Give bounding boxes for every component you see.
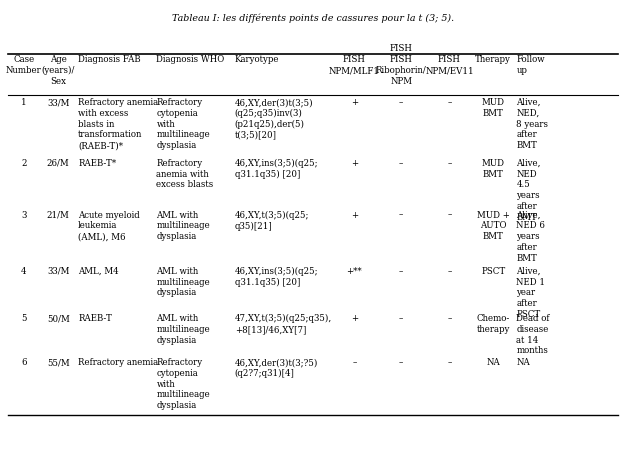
Text: PSCT: PSCT	[481, 267, 505, 276]
Text: –: –	[399, 159, 403, 168]
Text: 46,XY,der(3)t(3;?5)
(q2?7;q31)[4]: 46,XY,der(3)t(3;?5) (q2?7;q31)[4]	[235, 358, 318, 378]
Text: RAEB-T*: RAEB-T*	[78, 159, 116, 168]
Text: Case
Number: Case Number	[6, 55, 42, 75]
Text: 33/M: 33/M	[47, 267, 69, 276]
Text: Diagnosis WHO: Diagnosis WHO	[156, 55, 225, 64]
Text: 26/M: 26/M	[47, 159, 69, 168]
Text: 47,XY,t(3;5)(q25;q35),
+8[13]/46,XY[7]: 47,XY,t(3;5)(q25;q35), +8[13]/46,XY[7]	[235, 314, 332, 334]
Text: +**: +**	[347, 267, 362, 276]
Text: Refractory anemia: Refractory anemia	[78, 358, 158, 367]
Text: MUD
BMT: MUD BMT	[482, 98, 505, 118]
Text: Acute myeloid
leukemia
(AML), M6: Acute myeloid leukemia (AML), M6	[78, 211, 140, 241]
Text: –: –	[352, 358, 356, 367]
Text: 3: 3	[21, 211, 26, 220]
Text: +: +	[351, 98, 358, 107]
Text: 46,XY,t(3;5)(q25;
q35)[21]: 46,XY,t(3;5)(q25; q35)[21]	[235, 211, 309, 231]
Text: Tableau I: les différents points de cassures pour la t (3; 5).: Tableau I: les différents points de cass…	[172, 14, 454, 23]
Text: 46,XY,ins(3;5)(q25;
q31.1q35) [20]: 46,XY,ins(3;5)(q25; q31.1q35) [20]	[235, 267, 319, 287]
Text: 1: 1	[21, 98, 26, 107]
Text: Therapy: Therapy	[475, 55, 511, 64]
Text: FISH
Ribophorin/
NPM: FISH Ribophorin/ NPM	[376, 55, 427, 86]
Text: 5: 5	[21, 314, 26, 323]
Text: AML with
multilineage
dysplasia: AML with multilineage dysplasia	[156, 267, 210, 297]
Text: Follow
up: Follow up	[516, 55, 545, 75]
Text: Karyotype: Karyotype	[235, 55, 279, 64]
Text: 46,XY,der(3)t(3;5)
(q25;q35)inv(3)
(p21q25),der(5)
t(3;5)[20]: 46,XY,der(3)t(3;5) (q25;q35)inv(3) (p21q…	[235, 98, 314, 140]
Text: –: –	[448, 314, 451, 323]
Text: –: –	[448, 358, 451, 367]
Text: 4: 4	[21, 267, 26, 276]
Text: Chemo-
therapy: Chemo- therapy	[476, 314, 510, 334]
Text: –: –	[448, 98, 451, 107]
Text: NA: NA	[516, 358, 530, 367]
Text: MUD +
AUTO
BMT: MUD + AUTO BMT	[477, 211, 510, 241]
Text: Refractory
cytopenia
with
multilineage
dysplasia: Refractory cytopenia with multilineage d…	[156, 358, 210, 410]
Text: FISH
NPM/EV11: FISH NPM/EV11	[425, 55, 474, 75]
Text: NA: NA	[486, 358, 500, 367]
Text: Age
(years)/
Sex: Age (years)/ Sex	[41, 55, 75, 86]
Text: 33/M: 33/M	[47, 98, 69, 107]
Text: –: –	[399, 358, 403, 367]
Text: –: –	[399, 211, 403, 220]
Text: –: –	[399, 98, 403, 107]
Text: 50/M: 50/M	[47, 314, 69, 323]
Text: +: +	[351, 314, 358, 323]
Text: FISH
NPM/MLF1: FISH NPM/MLF1	[329, 55, 380, 75]
Text: +: +	[351, 159, 358, 168]
Text: –: –	[448, 159, 451, 168]
Text: MUD
BMT: MUD BMT	[482, 159, 505, 179]
Text: 55/M: 55/M	[47, 358, 69, 367]
Text: Dead of
disease
at 14
months: Dead of disease at 14 months	[516, 314, 550, 356]
Text: 46,XY,ins(3;5)(q25;
q31.1q35) [20]: 46,XY,ins(3;5)(q25; q31.1q35) [20]	[235, 159, 319, 179]
Text: RAEB-T: RAEB-T	[78, 314, 112, 323]
Text: –: –	[448, 211, 451, 220]
Text: +: +	[351, 211, 358, 220]
Text: Refractory anemia
with excess
blasts in
transformation
(RAEB-T)*: Refractory anemia with excess blasts in …	[78, 98, 158, 150]
Text: –: –	[448, 267, 451, 276]
Text: 2: 2	[21, 159, 26, 168]
Text: Alive,
NED 6
years
after
BMT: Alive, NED 6 years after BMT	[516, 211, 545, 263]
Text: –: –	[399, 267, 403, 276]
Text: FISH: FISH	[390, 44, 413, 53]
Text: AML with
multilineage
dysplasia: AML with multilineage dysplasia	[156, 314, 210, 345]
Text: Alive,
NED,
8 years
after
BMT: Alive, NED, 8 years after BMT	[516, 98, 548, 150]
Text: Alive,
NED 1
year
after
PSCT: Alive, NED 1 year after PSCT	[516, 267, 545, 319]
Text: –: –	[399, 314, 403, 323]
Text: 6: 6	[21, 358, 26, 367]
Text: Diagnosis FAB: Diagnosis FAB	[78, 55, 141, 64]
Text: Refractory
cytopenia
with
multilineage
dysplasia: Refractory cytopenia with multilineage d…	[156, 98, 210, 150]
Text: Refractory
anemia with
excess blasts: Refractory anemia with excess blasts	[156, 159, 213, 189]
Text: AML with
multilineage
dysplasia: AML with multilineage dysplasia	[156, 211, 210, 241]
Text: 21/M: 21/M	[47, 211, 69, 220]
Text: AML, M4: AML, M4	[78, 267, 119, 276]
Text: Alive,
NED
4.5
years
after
BMT: Alive, NED 4.5 years after BMT	[516, 159, 541, 221]
